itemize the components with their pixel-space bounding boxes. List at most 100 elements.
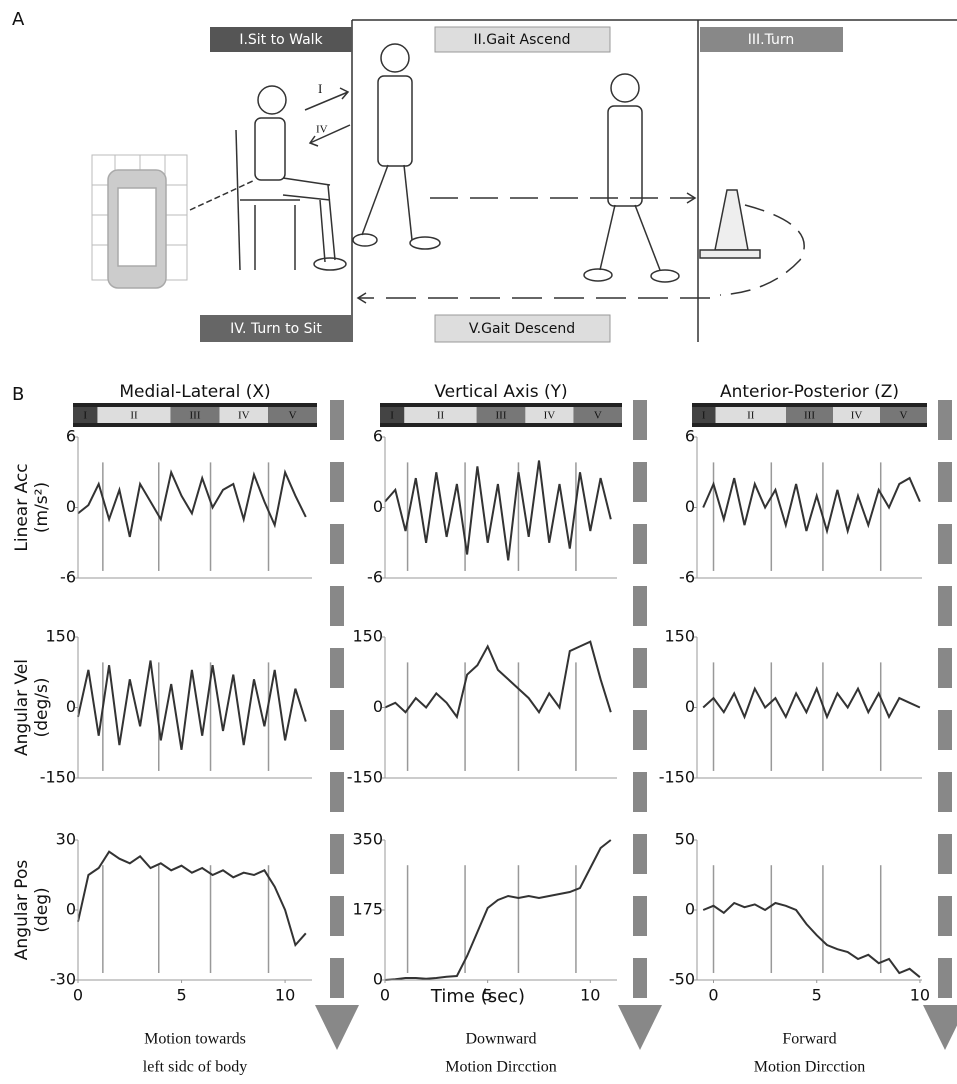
phase-label: II bbox=[747, 410, 755, 422]
x-tick-label: 10 bbox=[580, 986, 600, 1005]
x-tick-label: 5 bbox=[483, 986, 493, 1005]
y-tick-label: 6 bbox=[685, 427, 695, 446]
phase-label: IV bbox=[544, 410, 556, 422]
direction-dash bbox=[633, 400, 647, 440]
phase-label: V bbox=[900, 410, 908, 422]
phase-label: I bbox=[83, 410, 87, 422]
direction-dash bbox=[330, 462, 344, 502]
row-label: Angular Pos bbox=[12, 860, 32, 961]
y-tick-label: -6 bbox=[367, 568, 383, 587]
column-title: Anterior-Posterior (Z) bbox=[720, 382, 899, 402]
direction-dash bbox=[330, 648, 344, 688]
y-tick-label: 6 bbox=[66, 427, 76, 446]
row-label: Angular Vel bbox=[12, 659, 32, 756]
caption: left sidc of body bbox=[143, 1059, 247, 1076]
direction-dash bbox=[633, 648, 647, 688]
phase-label: III bbox=[190, 410, 201, 422]
y-tick-label: 0 bbox=[373, 697, 383, 716]
direction-dash bbox=[330, 772, 344, 812]
row-label: (deg) bbox=[32, 887, 52, 932]
axis bbox=[385, 637, 617, 778]
caption: Forward bbox=[782, 1031, 836, 1048]
signal-line bbox=[78, 852, 306, 945]
row-label: (deg/s) bbox=[32, 678, 52, 738]
direction-dash bbox=[938, 710, 952, 750]
signal-line bbox=[703, 478, 920, 531]
phase-label: V bbox=[594, 410, 602, 422]
direction-dash bbox=[938, 400, 952, 440]
y-tick-label: 0 bbox=[373, 497, 383, 516]
panel-label: A bbox=[12, 9, 25, 30]
phase-label: III.Turn bbox=[748, 32, 795, 48]
direction-arrowhead bbox=[618, 1005, 662, 1050]
x-tick-label: 0 bbox=[708, 986, 718, 1005]
signal-line bbox=[385, 840, 611, 980]
phase-label: I.Sit to Walk bbox=[239, 32, 323, 48]
x-tick-label: 10 bbox=[910, 986, 930, 1005]
x-tick-label: 5 bbox=[176, 986, 186, 1005]
y-tick-label: -50 bbox=[669, 970, 695, 989]
axis bbox=[78, 840, 312, 980]
phase-label: IV. Turn to Sit bbox=[230, 321, 322, 337]
y-tick-label: 50 bbox=[675, 830, 695, 849]
row-label: Linear Acc bbox=[12, 463, 32, 551]
signal-line bbox=[385, 461, 611, 561]
phase-label: III bbox=[496, 410, 507, 422]
column-title: Vertical Axis (Y) bbox=[434, 382, 567, 402]
y-tick-label: 0 bbox=[66, 900, 76, 919]
direction-dash bbox=[330, 834, 344, 874]
arrow-label: I bbox=[318, 81, 322, 96]
phase-label: IV bbox=[238, 410, 250, 422]
direction-dash bbox=[633, 896, 647, 936]
caption: Motion Dircction bbox=[445, 1059, 557, 1076]
direction-dash bbox=[938, 772, 952, 812]
direction-dash bbox=[633, 772, 647, 812]
direction-arrowhead bbox=[923, 1005, 957, 1050]
axis bbox=[385, 840, 617, 980]
y-tick-label: 150 bbox=[664, 627, 695, 646]
direction-dash bbox=[330, 524, 344, 564]
phase-label: II bbox=[437, 410, 445, 422]
direction-dash bbox=[938, 834, 952, 874]
y-tick-label: 0 bbox=[66, 497, 76, 516]
signal-line bbox=[78, 661, 306, 750]
phase-label: II bbox=[130, 410, 138, 422]
signal-line bbox=[703, 903, 920, 977]
y-tick-label: 0 bbox=[685, 497, 695, 516]
direction-dash bbox=[330, 710, 344, 750]
direction-dash bbox=[938, 958, 952, 998]
y-tick-label: -150 bbox=[659, 768, 695, 787]
direction-dash bbox=[633, 834, 647, 874]
y-tick-label: -150 bbox=[40, 768, 76, 787]
y-tick-label: 175 bbox=[352, 900, 383, 919]
y-tick-label: 150 bbox=[45, 627, 76, 646]
direction-dash bbox=[938, 648, 952, 688]
y-tick-label: 6 bbox=[373, 427, 383, 446]
y-tick-label: 350 bbox=[352, 830, 383, 849]
axis bbox=[78, 637, 312, 778]
column-title: Medial-Lateral (X) bbox=[119, 382, 270, 402]
direction-dash bbox=[938, 524, 952, 564]
y-tick-label: 0 bbox=[685, 900, 695, 919]
x-tick-label: 0 bbox=[73, 986, 83, 1005]
x-axis-label: Time (sec) bbox=[430, 986, 525, 1007]
phase-label: V bbox=[289, 410, 297, 422]
x-tick-label: 10 bbox=[275, 986, 295, 1005]
direction-dash bbox=[330, 586, 344, 626]
direction-dash bbox=[330, 896, 344, 936]
phase-label: I bbox=[390, 410, 394, 422]
direction-dash bbox=[633, 586, 647, 626]
direction-dash bbox=[330, 958, 344, 998]
arrow-label: IV bbox=[316, 124, 328, 136]
y-tick-label: -6 bbox=[679, 568, 695, 587]
caption: Motion Dircction bbox=[754, 1059, 866, 1076]
signal-line bbox=[385, 642, 611, 717]
direction-arrowhead bbox=[315, 1005, 359, 1050]
y-tick-label: -150 bbox=[347, 768, 383, 787]
direction-dash bbox=[938, 896, 952, 936]
direction-dash bbox=[330, 400, 344, 440]
y-tick-label: 150 bbox=[352, 627, 383, 646]
phase-label: I bbox=[702, 410, 706, 422]
phase-label: III bbox=[804, 410, 815, 422]
x-tick-label: 0 bbox=[380, 986, 390, 1005]
